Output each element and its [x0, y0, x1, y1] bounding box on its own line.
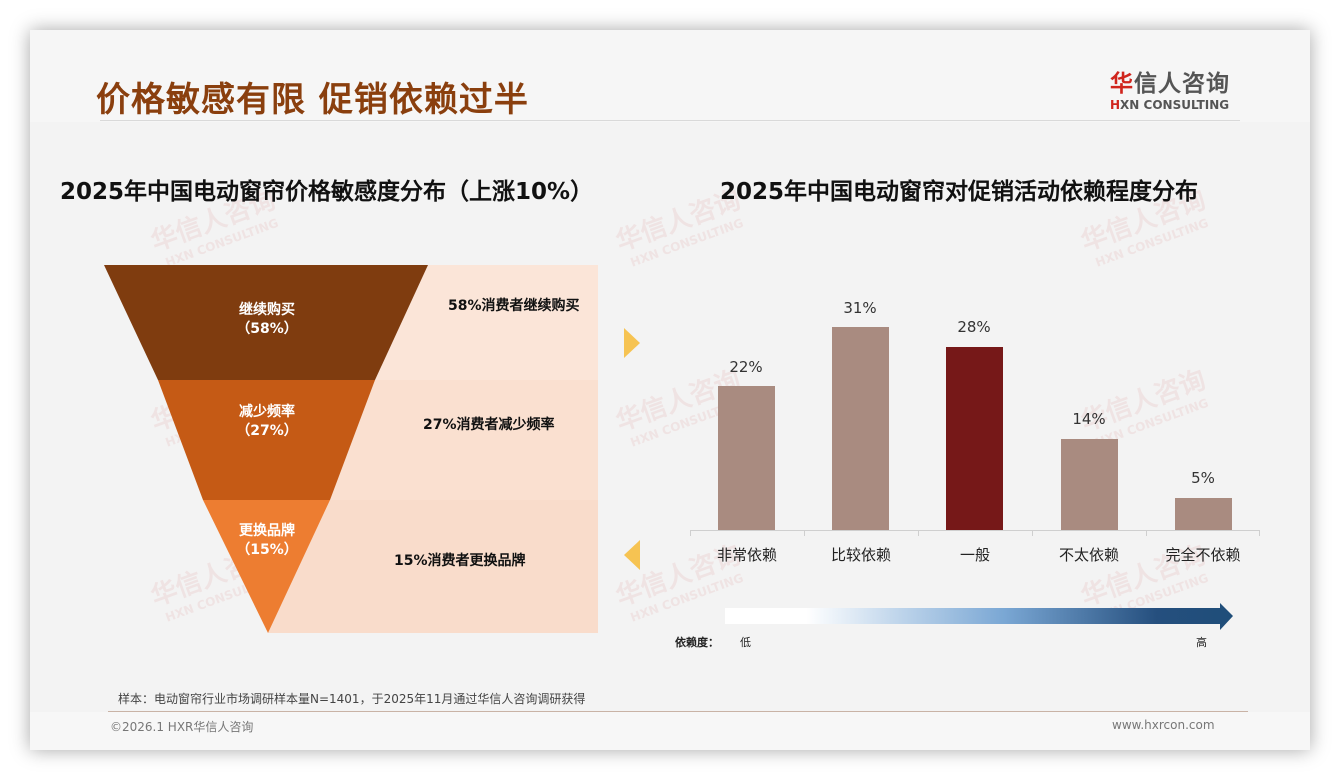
- bar-not-dependent-at-all: [1175, 498, 1232, 530]
- funnel-band-1: [375, 265, 598, 380]
- funnel-description-1: 58%消费者继续购买: [448, 298, 580, 314]
- website-link[interactable]: www.hxrcon.com: [1112, 718, 1215, 732]
- bar-chart-section-title: 2025年中国电动窗帘对促销活动依赖程度分布: [720, 179, 1199, 205]
- funnel-description-2: 27%消费者减少频率: [423, 417, 555, 433]
- funnel-tier-reduce-frequency: [158, 380, 375, 500]
- axis-tick: [918, 530, 919, 536]
- dependency-scale-high: 高: [1196, 636, 1207, 649]
- bar-value-label: 14%: [1072, 410, 1106, 428]
- bar-very-dependent: [718, 386, 775, 530]
- axis-tick: [1146, 530, 1147, 536]
- logo-en-red: H: [1110, 98, 1121, 112]
- header: 价格敏感有限 促销依赖过半 华信人咨询 HXN CONSULTING: [30, 30, 1310, 122]
- bar-not-very-dependent: [1061, 439, 1118, 530]
- funnel-tier-label-2: 减少频率 （27%）: [236, 404, 298, 439]
- company-logo: 华信人咨询 HXN CONSULTING: [1110, 64, 1250, 114]
- logo-cn: 华信人咨询: [1110, 64, 1250, 98]
- x-axis: [690, 530, 1260, 531]
- promotion-dependency-bar-chart: 22% 31% 28% 14% 5% 非常依赖 比较依赖 一般 不太依赖 完全不…: [690, 290, 1260, 580]
- footer-divider: [108, 711, 1248, 712]
- bar-value-label: 22%: [729, 358, 763, 376]
- category-label: 比较依赖: [830, 546, 891, 564]
- slide: 价格敏感有限 促销依赖过半 华信人咨询 HXN CONSULTING 华信人咨询…: [30, 30, 1310, 750]
- funnel-description-3: 15%消费者更换品牌: [394, 553, 526, 569]
- funnel-tier-label-3: 更换品牌 （15%）: [236, 523, 298, 558]
- funnel-section-title: 2025年中国电动窗帘价格敏感度分布（上涨10%）: [60, 179, 594, 205]
- dependency-gradient-arrow: [725, 603, 1233, 630]
- page-title: 价格敏感有限 促销依赖过半: [96, 80, 529, 120]
- bar-value-label: 31%: [843, 299, 877, 317]
- logo-cn-rest: 信人咨询: [1134, 71, 1230, 97]
- header-divider: [100, 120, 1240, 121]
- funnel-tier-switch-brand: [203, 500, 330, 633]
- bar-value-label: 28%: [957, 318, 991, 336]
- sample-note: 样本：电动窗帘行业市场调研样本量N=1401，于2025年11月通过华信人咨询调…: [118, 692, 586, 706]
- triangle-right-icon: [624, 328, 640, 358]
- bar-value-label: 5%: [1191, 469, 1215, 487]
- funnel-tier-label-1: 继续购买 （58%）: [236, 302, 298, 337]
- axis-tick: [690, 530, 691, 536]
- funnel-band-2: [330, 380, 598, 500]
- logo-en-rest: XN CONSULTING: [1120, 98, 1230, 112]
- dependency-scale-title: 依赖度：: [675, 636, 719, 649]
- dependency-scale-low: 低: [740, 636, 751, 649]
- copyright: ©2026.1 HXR华信人咨询: [110, 720, 254, 734]
- price-sensitivity-funnel: 继续购买 （58%） 减少频率 （27%） 更换品牌 （15%） 58%消费者继…: [30, 30, 1310, 750]
- funnel-band-3: [268, 500, 598, 633]
- axis-tick: [1259, 530, 1260, 536]
- logo-en: HXN CONSULTING: [1110, 98, 1250, 112]
- footer: [30, 712, 1310, 750]
- bar-neutral: [946, 347, 1003, 530]
- funnel-tier-continue-buying: [104, 265, 428, 380]
- logo-cn-red: 华: [1110, 71, 1134, 97]
- triangle-left-icon: [624, 540, 640, 570]
- funnel-shapes: [104, 265, 598, 633]
- category-label: 非常依赖: [716, 546, 777, 564]
- bar-fairly-dependent: [832, 327, 889, 530]
- category-label: 完全不依赖: [1165, 546, 1241, 564]
- axis-tick: [1032, 530, 1033, 536]
- axis-tick: [804, 530, 805, 536]
- category-label: 一般: [959, 546, 990, 564]
- category-label: 不太依赖: [1058, 546, 1119, 564]
